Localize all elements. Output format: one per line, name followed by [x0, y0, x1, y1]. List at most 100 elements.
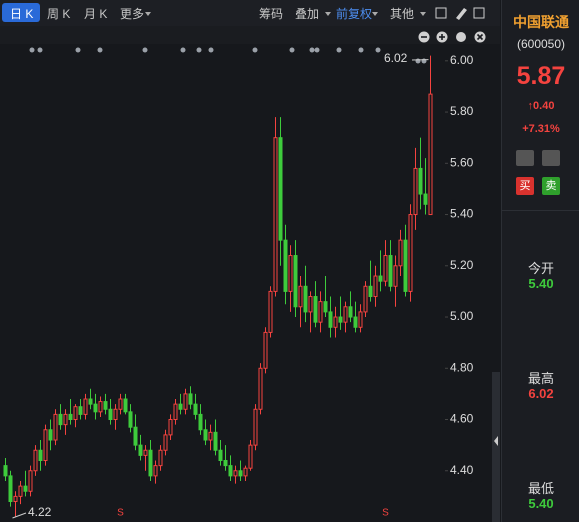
- candle-body: [403, 239, 408, 292]
- field-label: 最高: [527, 371, 554, 386]
- y-tick-label: 6.00: [450, 53, 474, 67]
- candle-body: [258, 367, 263, 410]
- candle-body: [333, 316, 338, 328]
- candle-body: [168, 419, 173, 436]
- tab[interactable]: 月 K: [84, 7, 108, 21]
- toolbar-bg: [0, 0, 500, 26]
- scrollbar[interactable]: [492, 372, 500, 522]
- candle-body: [218, 449, 223, 462]
- candle-body: [203, 429, 208, 441]
- high-label: 6.02: [384, 51, 408, 65]
- candle-body: [93, 403, 98, 413]
- y-tick-label: 5.40: [450, 207, 474, 221]
- candle-body: [53, 413, 58, 441]
- candle-body: [173, 403, 178, 421]
- buy-button[interactable]: 买: [516, 177, 534, 195]
- alert-button[interactable]: [516, 150, 534, 166]
- candle-body: [118, 398, 123, 410]
- candle-body: [278, 137, 283, 241]
- candle-body: [113, 408, 118, 421]
- candle-body: [308, 296, 313, 313]
- candle-body: [163, 434, 168, 451]
- caret: [372, 12, 378, 16]
- candle-body: [208, 431, 213, 441]
- candle-body: [158, 449, 163, 467]
- candle-body: [413, 167, 418, 216]
- candle-body: [298, 285, 303, 308]
- y-tick-label: 5.60: [450, 155, 474, 169]
- candle-body: [123, 398, 128, 413]
- candle-body: [383, 255, 388, 282]
- sell-button[interactable]: 卖: [542, 177, 560, 195]
- tool[interactable]: 其他: [390, 7, 415, 21]
- stock-code: (600050): [516, 37, 566, 51]
- candle-body: [398, 239, 403, 267]
- quote-panel: 中国联通 (600050) 5.87 ↑0.40 +7.31% 买 卖 今开 5…: [501, 0, 579, 522]
- change-pct: +7.31%: [522, 123, 560, 135]
- candle-body: [338, 316, 343, 323]
- candle-body: [393, 265, 398, 287]
- candle-body: [103, 401, 108, 410]
- field-label: 今开: [527, 261, 554, 276]
- candle-body: [363, 285, 368, 313]
- candle-body: [313, 296, 318, 323]
- tool[interactable]: 筹码: [259, 7, 284, 21]
- candle-body: [188, 393, 193, 405]
- candle-body: [153, 465, 158, 477]
- candle-body: [418, 167, 423, 195]
- candle-body: [373, 275, 378, 298]
- candle-body: [263, 331, 268, 369]
- tool[interactable]: 前复权: [336, 7, 373, 21]
- candle-body: [328, 311, 333, 328]
- event-dots: [29, 47, 427, 64]
- candle-body: [388, 255, 393, 287]
- candle-body: [423, 193, 428, 205]
- y-tick-label: 4.40: [450, 463, 474, 477]
- candle-body: [378, 275, 383, 282]
- candle-body: [288, 255, 293, 292]
- tab[interactable]: 周 K: [47, 7, 71, 21]
- candle-body: [228, 465, 233, 477]
- candle-body: [78, 406, 83, 415]
- candle-body: [408, 214, 413, 292]
- candle-body: [73, 406, 78, 421]
- candle-body: [148, 449, 153, 477]
- candle-body: [178, 403, 183, 410]
- candle-body: [33, 449, 38, 472]
- field-value: 5.40: [528, 276, 554, 291]
- tab-active-bg: [2, 3, 40, 22]
- candle-body: [253, 408, 258, 446]
- stock-name: 中国联通: [513, 14, 569, 30]
- candle-body: [18, 485, 23, 497]
- change: ↑0.40: [527, 100, 555, 112]
- bell-button[interactable]: [542, 150, 560, 166]
- field-value: 6.02: [528, 386, 554, 401]
- field-label: 最低: [527, 481, 554, 496]
- candle-body: [213, 431, 218, 451]
- candle-body: [293, 255, 298, 308]
- divider: [502, 210, 579, 211]
- candle-body: [343, 306, 348, 323]
- tab[interactable]: 日 K: [10, 7, 34, 21]
- chart: 4.40 4.60 4.80 5.00 5.20 5.40 5.60 5.80 6.00 6.02…: [0, 0, 500, 522]
- caret: [145, 12, 151, 16]
- candle-body: [223, 460, 228, 467]
- low-arrow: [12, 512, 27, 519]
- tool[interactable]: 叠加: [295, 7, 320, 21]
- candle-body: [248, 444, 253, 469]
- collapse-arrow[interactable]: [494, 436, 498, 446]
- candle-body: [303, 285, 308, 313]
- candle-body: [368, 285, 373, 298]
- tab[interactable]: 更多: [120, 7, 145, 21]
- candle-body: [38, 449, 43, 462]
- candle-body: [133, 426, 138, 446]
- candle-body: [3, 465, 8, 477]
- candle-body: [238, 470, 243, 477]
- candle-body: [268, 290, 273, 333]
- caret: [325, 12, 331, 16]
- candle-body: [193, 403, 198, 415]
- toolbar-icons[interactable]: [435, 7, 485, 20]
- candle-body: [43, 429, 48, 462]
- caret: [420, 12, 426, 16]
- candle-body: [318, 301, 323, 323]
